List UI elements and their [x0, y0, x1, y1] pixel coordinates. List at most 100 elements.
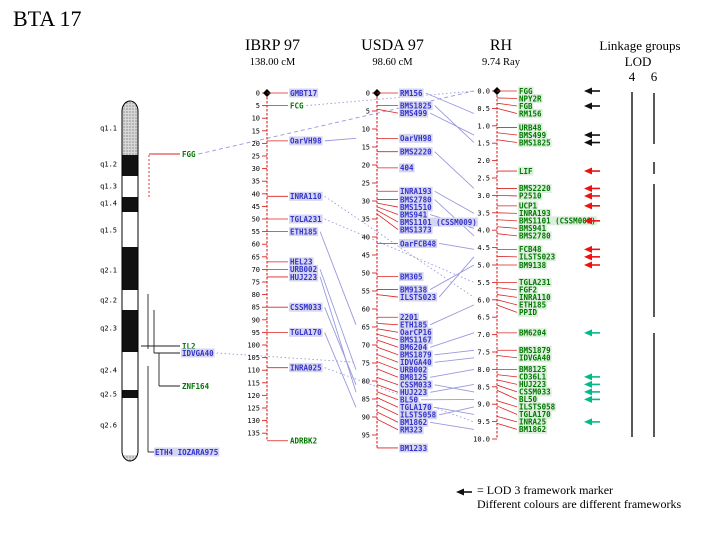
marker-label-CD36L1: CD36L1 — [519, 373, 547, 382]
marker-label-P2510: P2510 — [519, 192, 542, 201]
marker-label-FGB: FGB — [519, 102, 533, 111]
band-label-q1.2: q1.2 — [100, 161, 117, 169]
marker-tie-line — [496, 389, 518, 400]
scale-tick-label: 30 — [252, 165, 260, 173]
marker-highlight — [399, 417, 429, 427]
marker-highlight — [399, 238, 438, 248]
chrom-label-highlight — [154, 447, 220, 457]
scale-tick-label: 35 — [362, 216, 370, 224]
marker-highlight — [399, 225, 433, 235]
marker-connector-line — [430, 368, 475, 378]
scale-tick-label: 5 — [256, 102, 260, 110]
marker-label-BMS1510: BMS1510 — [400, 203, 432, 212]
marker-highlight — [289, 214, 323, 224]
marker-highlight — [399, 350, 433, 360]
marker-highlight — [399, 195, 433, 205]
scale-tick-label: 5.5 — [477, 279, 490, 287]
scale-tick-label: 65 — [252, 253, 260, 261]
marker-label-BMS941: BMS941 — [519, 224, 547, 233]
scale-tick-label: 1.0 — [477, 122, 490, 130]
scale-tick-label: 3.0 — [477, 192, 490, 200]
marker-highlight — [289, 136, 323, 146]
marker-label-BMS2780: BMS2780 — [400, 195, 432, 204]
scale-tick-label: 4.0 — [477, 227, 490, 235]
chromosome-band-q1.4 — [122, 197, 138, 212]
scale-tick-label: 0 — [366, 90, 370, 98]
marker-connector-line — [324, 332, 357, 408]
marker-label-BMS1879: BMS1879 — [519, 346, 551, 355]
marker-connector-line — [319, 269, 357, 370]
marker-label-UCP1: UCP1 — [519, 202, 538, 211]
marker-tie-line — [376, 377, 399, 386]
marker-tie-line — [376, 384, 399, 393]
marker-highlight — [399, 402, 433, 412]
marker-highlight — [399, 108, 429, 118]
marker-highlight — [518, 130, 548, 140]
marker-highlight — [399, 210, 429, 220]
scale-tick-label: 7.5 — [477, 349, 490, 357]
scale-tick-label: 5 — [366, 108, 370, 116]
marker-highlight — [289, 257, 314, 267]
framework-arrow-head — [584, 253, 592, 261]
marker-label-IDVGA40: IDVGA40 — [519, 354, 551, 363]
scale-tick-label: 9.0 — [477, 401, 490, 409]
scale-tick-label: 90 — [362, 414, 370, 422]
marker-tie-line — [496, 108, 518, 114]
scale-tick-label: 95 — [362, 432, 370, 440]
marker-tie-line — [496, 132, 518, 136]
lod-label: LOD — [624, 54, 652, 69]
chromosome-band-q1.1 — [122, 101, 138, 155]
marker-connector-line — [439, 243, 475, 250]
marker-highlight — [518, 387, 552, 397]
marker-tie-line — [496, 374, 518, 378]
marker-tie-line — [496, 422, 518, 430]
marker-label-OarCP16: OarCP16 — [400, 328, 432, 337]
scale-tick-label: 85 — [252, 304, 260, 312]
scale-tick-label: 105 — [247, 354, 260, 362]
scale-tick-label: 10.0 — [473, 436, 490, 444]
marker-label-ADRBK2: ADRBK2 — [290, 437, 317, 446]
framework-arrow-head — [584, 388, 592, 396]
framework-arrow-head — [584, 87, 592, 95]
marker-label-OarFCB48: OarFCB48 — [400, 239, 437, 248]
marker-label-FGG: FGG — [519, 87, 533, 96]
marker-tie-line — [376, 333, 399, 341]
chromosome-band-q2.6 — [122, 398, 138, 455]
band-label-q1.5: q1.5 — [100, 227, 117, 235]
marker-label-INRA25: INRA25 — [519, 418, 546, 427]
marker-tie-line — [496, 384, 518, 393]
scale-tick-label: 70 — [362, 342, 370, 350]
marker-highlight — [518, 223, 548, 233]
scale-tick-label: 90 — [252, 316, 260, 324]
scale-tick-label: 80 — [252, 291, 260, 299]
scale-tick-label: 110 — [247, 367, 260, 375]
framework-arrow-head — [584, 380, 592, 388]
marker-label-ILSTS058: ILSTS058 — [519, 403, 556, 412]
scale-tick-label: 1.5 — [477, 140, 490, 148]
marker-connector-line — [434, 357, 475, 363]
scale-tick-label: 40 — [252, 190, 260, 198]
band-label-q2.4: q2.4 — [100, 367, 117, 375]
scale-tick-label: 10 — [252, 115, 260, 123]
marker-highlight — [399, 186, 433, 196]
marker-highlight — [518, 307, 539, 317]
band-label-q2.3: q2.3 — [100, 325, 117, 333]
marker-highlight — [518, 201, 539, 211]
marker-connector-line — [324, 307, 357, 385]
band-label-q2.5: q2.5 — [100, 391, 117, 399]
marker-label-BMS2220: BMS2220 — [519, 184, 551, 193]
marker-tie-line — [376, 361, 399, 371]
marker-label-HUJ223: HUJ223 — [519, 380, 547, 389]
marker-tie-line — [496, 97, 518, 99]
marker-label-BM8125: BM8125 — [400, 373, 427, 382]
scale-tick-label: 10 — [362, 126, 370, 134]
scale-tick-label: 30 — [362, 198, 370, 206]
scale-tick-label: 100 — [247, 342, 260, 350]
marker-tie-line — [496, 405, 518, 415]
chromosome-band-q2.1 — [122, 247, 138, 290]
marker-label-BMS499: BMS499 — [519, 131, 547, 140]
band-label-q2.1: q2.1 — [100, 267, 117, 275]
marker-label-BMS941: BMS941 — [400, 210, 428, 219]
marker-highlight — [399, 163, 415, 173]
marker-tie-line — [376, 202, 399, 208]
